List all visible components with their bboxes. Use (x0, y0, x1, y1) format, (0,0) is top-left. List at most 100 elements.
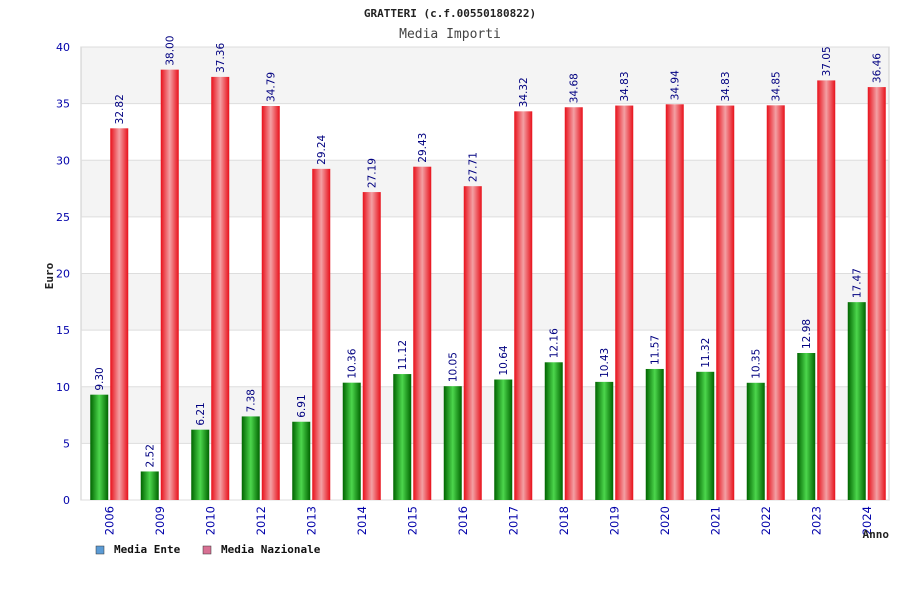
bar-media-ente-2010 (191, 429, 210, 500)
value-label-media-ente-2022: 10.35 (751, 349, 763, 379)
value-label-media-ente-2023: 12.98 (801, 319, 813, 349)
y-tick-label: 5 (63, 437, 70, 450)
x-tick-label-2016: 2016 (456, 506, 470, 535)
value-label-media-nazionale-2013: 29.24 (316, 134, 328, 164)
bar-media-nazionale-2009 (160, 69, 179, 501)
bar-media-nazionale-2022 (766, 105, 785, 500)
value-label-media-nazionale-2010: 37.36 (215, 43, 227, 73)
y-axis-ticks: 0 5 10 15 20 25 30 35 40 (56, 41, 70, 507)
value-labels: 9.30 32.82 2.52 38.00 6.21 37.36 7.38 34.79 6.91… (94, 36, 884, 468)
bar-media-nazionale-2018 (564, 107, 583, 501)
value-label-media-nazionale-2006: 32.82 (114, 94, 126, 124)
value-label-media-ente-2017: 10.64 (498, 345, 510, 375)
value-label-media-nazionale-2020: 34.94 (670, 70, 682, 100)
x-tick-label-2022: 2022 (759, 506, 773, 535)
bar-media-nazionale-2015 (413, 166, 432, 500)
value-label-media-nazionale-2017: 34.32 (518, 77, 530, 107)
bar-media-ente-2022 (746, 382, 765, 500)
bar-media-nazionale-2012 (261, 106, 280, 501)
value-label-media-ente-2009: 2.52 (145, 444, 157, 467)
value-label-media-nazionale-2009: 38.00 (165, 36, 177, 66)
x-tick-label-2020: 2020 (658, 506, 672, 535)
bar-media-ente-2019 (595, 381, 614, 500)
bar-media-ente-2009 (140, 471, 159, 500)
x-tick-label-2024: 2024 (860, 506, 874, 535)
value-label-media-nazionale-2016: 27.71 (468, 152, 480, 182)
bar-media-ente-2018 (544, 362, 563, 500)
value-label-media-nazionale-2023: 37.05 (821, 46, 833, 76)
value-label-media-ente-2019: 10.43 (599, 348, 611, 378)
bar-media-ente-2023 (797, 353, 816, 500)
chart-subtitle: Media Importi (399, 27, 501, 42)
bar-media-ente-2014 (342, 382, 361, 500)
legend-label-media-ente: Media Ente (114, 543, 181, 556)
legend-swatch-media-nazionale (202, 545, 212, 555)
bar-media-ente-2015 (393, 374, 412, 500)
x-tick-label-2013: 2013 (304, 506, 318, 535)
bar-media-ente-2012 (241, 416, 260, 500)
value-label-media-ente-2020: 11.57 (650, 335, 662, 365)
x-axis-ticks: 2006 2009 2010 2012 2013 2014 2015 2016 2017 2018… (102, 506, 874, 535)
x-tick-label-2019: 2019 (607, 506, 621, 535)
x-tick-label-2023: 2023 (809, 506, 823, 535)
bars (90, 69, 886, 501)
x-tick-label-2021: 2021 (708, 506, 722, 535)
legend: Media Ente Media Nazionale (95, 543, 321, 556)
value-label-media-ente-2024: 17.47 (852, 268, 864, 298)
bar-media-nazionale-2010 (211, 76, 230, 500)
bar-media-nazionale-2013 (312, 168, 331, 500)
x-tick-label-2009: 2009 (153, 506, 167, 535)
y-tick-label: 25 (56, 211, 70, 224)
x-tick-label-2018: 2018 (557, 506, 571, 535)
x-tick-label-2010: 2010 (203, 506, 217, 535)
bar-media-nazionale-2016 (463, 186, 482, 500)
value-label-media-nazionale-2024: 36.46 (872, 53, 884, 83)
y-tick-label: 15 (56, 324, 70, 337)
y-tick-label: 20 (56, 268, 70, 281)
bar-media-nazionale-2006 (110, 128, 129, 500)
bar-media-ente-2017 (494, 379, 513, 500)
x-axis-label: Anno (863, 528, 890, 541)
value-label-media-nazionale-2014: 27.19 (367, 158, 379, 188)
bar-media-nazionale-2021 (716, 105, 735, 501)
value-label-media-ente-2016: 10.05 (448, 352, 460, 382)
bar-media-ente-2006 (90, 394, 109, 500)
chart-title: GRATTERI (c.f.00550180822) (364, 7, 536, 20)
bar-media-ente-2020 (645, 368, 664, 500)
bar-media-nazionale-2023 (817, 80, 836, 500)
bar-media-nazionale-2024 (867, 87, 886, 500)
value-label-media-nazionale-2021: 34.83 (720, 71, 732, 101)
y-tick-label: 35 (56, 98, 70, 111)
value-label-media-ente-2013: 6.91 (296, 394, 308, 417)
bar-media-nazionale-2019 (615, 105, 634, 501)
bar-media-ente-2016 (443, 386, 462, 500)
x-tick-label-2012: 2012 (254, 506, 268, 535)
bar-media-ente-2013 (292, 421, 311, 500)
legend-label-media-nazionale: Media Nazionale (221, 543, 321, 556)
value-label-media-nazionale-2015: 29.43 (417, 133, 429, 163)
bar-media-nazionale-2020 (665, 104, 684, 500)
y-tick-label: 0 (63, 494, 70, 507)
bar-media-nazionale-2017 (514, 111, 533, 501)
x-tick-label-2014: 2014 (355, 506, 369, 535)
y-axis-label: Euro (43, 262, 56, 289)
legend-swatch-media-ente (95, 545, 105, 555)
value-label-media-ente-2010: 6.21 (195, 402, 207, 425)
value-label-media-ente-2014: 10.36 (347, 348, 359, 378)
bar-media-ente-2024 (847, 302, 866, 500)
value-label-media-ente-2006: 9.30 (94, 367, 106, 390)
x-tick-label-2006: 2006 (102, 506, 116, 535)
value-label-media-nazionale-2022: 34.85 (771, 71, 783, 101)
y-tick-label: 30 (56, 154, 70, 167)
y-tick-label: 10 (56, 381, 70, 394)
value-label-media-ente-2018: 12.16 (549, 328, 561, 358)
value-label-media-ente-2015: 11.12 (397, 340, 409, 370)
plot-band (81, 47, 889, 104)
value-label-media-nazionale-2019: 34.83 (619, 71, 631, 101)
bar-media-nazionale-2014 (362, 192, 381, 501)
x-tick-label-2017: 2017 (506, 506, 520, 535)
value-label-media-nazionale-2012: 34.79 (266, 72, 278, 102)
y-tick-label: 40 (56, 41, 70, 54)
bar-media-ente-2021 (696, 371, 715, 500)
